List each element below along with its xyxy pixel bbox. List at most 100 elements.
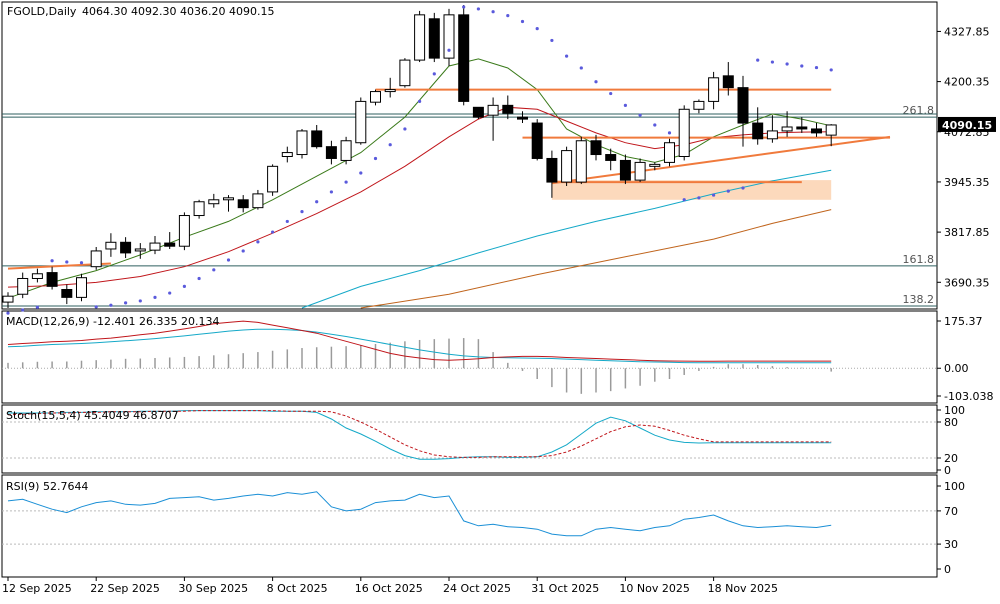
- candle: [164, 232, 176, 249]
- candle-body: [61, 289, 73, 298]
- candle-body: [414, 14, 426, 61]
- sar-dot: [212, 268, 216, 272]
- candle: [546, 150, 558, 198]
- candle: [149, 235, 161, 255]
- candle: [502, 95, 514, 120]
- candle: [575, 136, 587, 185]
- candle-body: [649, 163, 661, 167]
- candle: [90, 247, 102, 270]
- macd-axis-label: 175.37: [944, 315, 983, 328]
- candle-body: [2, 295, 14, 303]
- candle-body: [546, 157, 558, 183]
- x-axis-label: 10 Nov 2025: [619, 582, 689, 595]
- rsi-axis-label: 70: [944, 505, 958, 518]
- candle-body: [325, 146, 337, 159]
- candle: [46, 266, 58, 290]
- price-axis-label: 4200.35: [944, 76, 990, 89]
- candle: [61, 284, 73, 305]
- sar-dot: [285, 219, 289, 224]
- stoch-panel-frame: [1, 404, 938, 474]
- price-panel: 4327.854200.354072.853945.353817.853690.…: [2, 5, 996, 315]
- trend-line: [551, 135, 891, 185]
- candle-body: [267, 165, 279, 193]
- candle-body: [752, 122, 764, 140]
- sar-dot: [520, 19, 525, 24]
- candle: [105, 233, 117, 257]
- candle-body: [237, 199, 249, 209]
- support-zone: [551, 180, 832, 200]
- candle-body: [149, 242, 161, 251]
- ma-line-ma_slowest_brown: [360, 209, 832, 309]
- candle-body: [105, 241, 117, 250]
- sar-dot: [432, 72, 436, 76]
- candle-body: [619, 159, 631, 181]
- sar-dot: [6, 311, 10, 315]
- candle: [311, 125, 323, 149]
- candle: [649, 162, 661, 171]
- candle: [825, 124, 837, 147]
- candle-body: [766, 130, 778, 140]
- candle: [355, 97, 367, 145]
- sar-dot: [741, 186, 745, 190]
- candle-body: [458, 14, 470, 102]
- candle-body: [487, 104, 499, 116]
- chart-ohlc: 4064.30 4092.30 4036.20 4090.15: [82, 5, 274, 18]
- candle: [619, 154, 631, 185]
- candle: [340, 136, 352, 165]
- sar-dot: [94, 305, 98, 309]
- sar-dot: [153, 295, 157, 299]
- candle: [399, 58, 411, 88]
- candle-body: [722, 75, 734, 89]
- candle: [737, 75, 749, 147]
- stoch-axis-label: 100: [944, 404, 965, 417]
- x-axis-label: 22 Sep 2025: [90, 582, 160, 595]
- candle-body: [90, 250, 102, 268]
- sar-dot: [79, 261, 84, 265]
- x-axis-label: 24 Oct 2025: [443, 582, 511, 595]
- macd-panel-frame: [1, 310, 938, 404]
- candle-body: [472, 106, 484, 118]
- stoch-axis-label: 0: [944, 464, 951, 477]
- candle: [664, 138, 675, 167]
- candle-body: [737, 87, 749, 124]
- candle: [2, 292, 14, 308]
- candle-body: [399, 59, 411, 87]
- candle: [370, 89, 381, 106]
- sar-dot: [697, 196, 701, 200]
- candle: [296, 128, 308, 159]
- sar-dot: [653, 123, 657, 127]
- rsi-axis-label: 100: [944, 480, 965, 493]
- last-price-box: [938, 116, 996, 132]
- candle-body: [825, 124, 837, 136]
- candle-body: [46, 272, 58, 287]
- candle: [605, 148, 617, 171]
- sar-dot: [785, 62, 789, 66]
- sar-dot: [447, 48, 451, 52]
- rsi-title: RSI(9) 52.7644: [6, 480, 88, 493]
- sar-dot: [800, 64, 804, 68]
- candle-body: [120, 241, 132, 254]
- candle: [811, 123, 822, 137]
- candle: [517, 111, 528, 124]
- candle-body: [223, 197, 234, 201]
- sar-dot: [491, 10, 495, 14]
- candle-body: [370, 91, 381, 103]
- sar-dot: [373, 156, 378, 161]
- price-axis-label: 3690.35: [944, 276, 990, 289]
- candle-body: [76, 277, 87, 298]
- stoch-title: Stoch(15,5,4) 45.4049 46.8707: [6, 409, 179, 422]
- candle: [414, 10, 426, 63]
- candle: [708, 71, 720, 110]
- candle-body: [531, 122, 543, 159]
- candle-body: [605, 154, 617, 161]
- sar-dot: [329, 190, 333, 194]
- price-axis-label: 3945.35: [944, 176, 990, 189]
- candle: [281, 146, 293, 163]
- sar-dot: [359, 171, 363, 175]
- candle: [223, 195, 234, 212]
- rsi-axis-label: 30: [944, 538, 958, 551]
- candle: [531, 119, 543, 161]
- candle: [561, 146, 573, 187]
